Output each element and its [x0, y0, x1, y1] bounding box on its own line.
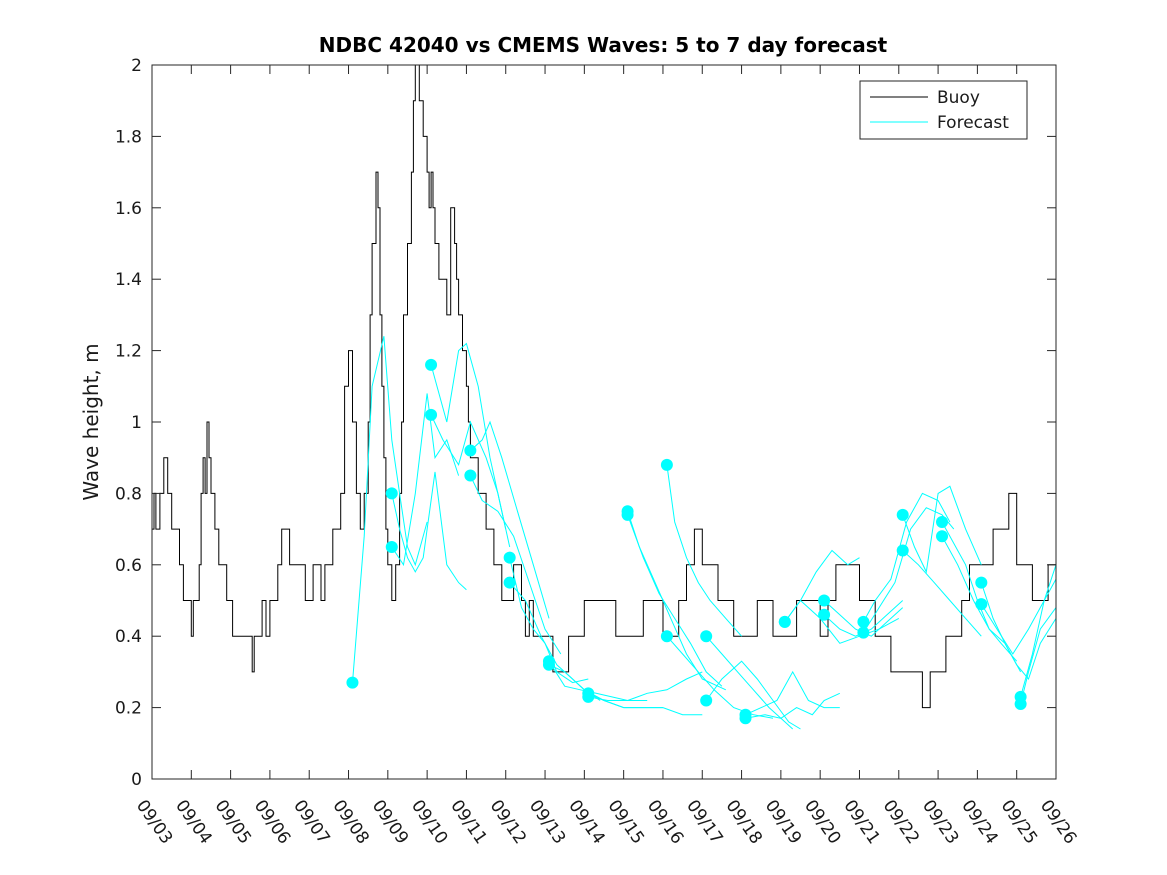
y-tick-label: 0 — [131, 770, 142, 790]
forecast-line-16 — [627, 514, 723, 687]
plot-background — [152, 65, 1056, 779]
forecast-line-22 — [745, 692, 841, 719]
forecast-start-markers — [346, 358, 1027, 725]
y-tick-label: 2 — [131, 56, 142, 76]
forecast-start-marker — [385, 487, 398, 500]
forecast-line-8 — [469, 475, 562, 655]
forecast-line-30 — [902, 550, 982, 637]
forecast-line-29 — [902, 485, 982, 574]
forecast-start-marker — [936, 515, 949, 528]
forecast-start-marker — [896, 508, 909, 521]
forecast-line-1 — [352, 336, 385, 683]
forecast-line-17 — [666, 464, 742, 637]
forecast-line-27 — [862, 492, 951, 623]
forecast-line-7 — [470, 420, 550, 619]
forecast-series-group — [352, 336, 1057, 730]
legend: Buoy Forecast — [859, 80, 1028, 140]
forecast-start-marker — [896, 544, 909, 557]
forecast-start-marker — [778, 615, 791, 628]
forecast-start-marker — [975, 576, 988, 589]
forecast-start-marker — [818, 608, 831, 621]
forecast-line-34 — [980, 578, 1057, 655]
chart-title: NDBC 42040 vs CMEMS Waves: 5 to 7 day fo… — [319, 33, 888, 57]
forecast-start-marker — [739, 712, 752, 725]
forecast-line-3 — [391, 471, 467, 591]
y-tick-label: 0.6 — [115, 556, 142, 576]
forecast-line-4 — [391, 393, 460, 567]
forecast-line-2 — [383, 336, 428, 567]
forecast-start-marker — [346, 676, 359, 689]
forecast-start-marker — [503, 576, 516, 589]
forecast-start-marker — [464, 469, 477, 482]
forecast-start-marker — [621, 508, 634, 521]
forecast-start-marker — [542, 658, 555, 671]
forecast-start-marker — [503, 551, 516, 564]
forecast-start-marker — [425, 358, 438, 371]
forecast-start-marker — [936, 530, 949, 543]
plot-area — [151, 64, 1057, 780]
legend-forecast-label: Forecast — [937, 113, 1009, 133]
forecast-start-marker — [660, 458, 673, 471]
y-tick-label: 1 — [131, 413, 142, 433]
buoy-line — [152, 64, 1057, 709]
forecast-start-marker — [700, 630, 713, 643]
forecast-line-35 — [1020, 564, 1057, 698]
y-tick-label: 1.2 — [115, 342, 142, 362]
legend-buoy-label: Buoy — [937, 88, 980, 108]
y-axis: 0 0.2 0.4 0.6 0.8 1 1.2 1.4 1.6 1.8 2 — [115, 56, 1056, 790]
forecast-line-5 — [430, 342, 507, 530]
forecast-start-marker — [660, 630, 673, 643]
y-tick-label: 0.8 — [115, 484, 142, 504]
forecast-line-36 — [1020, 607, 1057, 705]
forecast-line-33 — [980, 582, 1057, 681]
y-tick-label: 1.8 — [115, 127, 142, 147]
forecast-line-20 — [705, 660, 801, 730]
forecast-start-marker — [700, 694, 713, 707]
y-tick-label: 0.2 — [115, 699, 142, 719]
forecast-line-21 — [745, 670, 840, 716]
forecast-start-marker — [1014, 698, 1027, 711]
forecast-start-marker — [425, 408, 438, 421]
forecast-start-marker — [582, 690, 595, 703]
forecast-start-marker — [975, 598, 988, 611]
buoy-series — [152, 64, 1057, 709]
forecast-start-marker — [818, 594, 831, 607]
forecast-start-marker — [464, 444, 477, 457]
forecast-line-13 — [588, 692, 703, 716]
y-tick-label: 1.4 — [115, 270, 142, 290]
y-tick-label: 1.6 — [115, 199, 142, 219]
y-tick-label: 0.4 — [115, 627, 142, 647]
forecast-line-14 — [588, 671, 703, 701]
forecast-line-28 — [862, 507, 955, 633]
forecast-start-marker — [857, 615, 870, 628]
forecast-start-marker — [857, 626, 870, 639]
forecast-line-6 — [430, 414, 511, 548]
legend-box — [859, 80, 1028, 140]
y-axis-label: Wave height, m — [79, 343, 103, 500]
forecast-start-marker — [385, 540, 398, 553]
